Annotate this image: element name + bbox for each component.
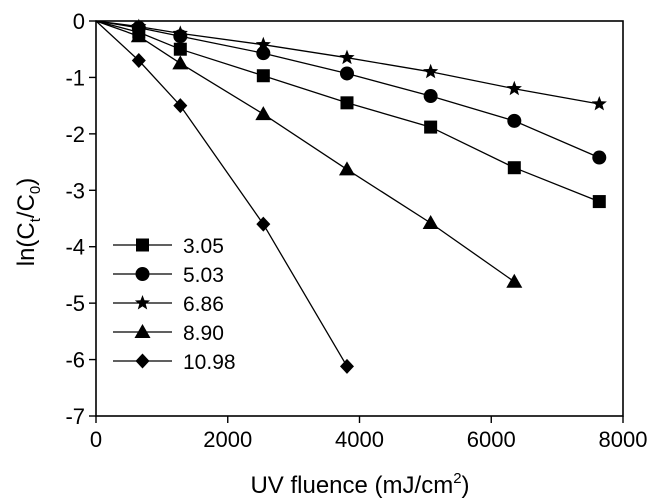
data-point-s3-4 — [338, 161, 355, 176]
data-point-s0-6 — [507, 161, 521, 175]
data-point-s0-4 — [340, 96, 354, 110]
legend-label-0: 3.05 — [183, 235, 224, 258]
x-axis-title-superscript: 2 — [453, 470, 461, 487]
data-point-s1-3 — [256, 46, 271, 61]
x-tick-label-3: 6000 — [467, 427, 516, 452]
legend-marker-0 — [136, 238, 149, 252]
y-tick-label-5: -5 — [65, 291, 85, 316]
y-axis-title: ln(Ct/C0) — [13, 178, 44, 267]
series-line-0 — [95, 20, 600, 203]
y-tick-label-1: -1 — [65, 65, 85, 90]
plot-markers — [130, 18, 607, 374]
data-point-s3-5 — [422, 215, 439, 230]
data-point-s0-2 — [173, 42, 187, 56]
legend-marker-4 — [135, 353, 150, 369]
data-point-s4-4 — [339, 358, 354, 374]
data-point-s1-7 — [592, 150, 607, 165]
y-axis-title-subscript-0: 0 — [27, 186, 44, 194]
y-tick-label-0: 0 — [73, 9, 85, 34]
data-point-s0-3 — [256, 69, 270, 83]
legend-marker-3 — [134, 324, 151, 338]
data-point-s2-6 — [506, 80, 522, 96]
y-tick-label-7: -7 — [65, 404, 85, 429]
legend-marker-2 — [134, 295, 151, 310]
y-tick-label-3: -3 — [65, 178, 85, 203]
x-tick-label-1: 2000 — [203, 427, 252, 452]
data-point-s1-4 — [339, 66, 354, 81]
y-tick-label-4: -4 — [65, 235, 85, 260]
x-tick-label-2: 4000 — [335, 427, 384, 452]
series-line-2 — [95, 20, 600, 105]
legend: 3.05 5.03 6.86 8.90 10.98 — [113, 235, 236, 374]
data-point-s2-2 — [172, 25, 188, 40]
data-point-s2-3 — [255, 36, 271, 52]
data-point-s2-4 — [339, 49, 355, 65]
plot-frame — [95, 20, 624, 417]
data-point-s1-5 — [423, 89, 438, 104]
axes: 0 2000 4000 6000 8000 0 -1 -2 -3 -4 -5 -6 -7 — [65, 9, 647, 452]
legend-marker-1 — [135, 267, 150, 281]
data-point-s3-2 — [172, 55, 189, 70]
data-point-s2-5 — [423, 63, 439, 79]
data-point-s4-2 — [173, 98, 188, 114]
data-point-s3-1 — [130, 28, 147, 43]
y-tick-label-6: -6 — [65, 348, 85, 373]
data-point-s4-1 — [131, 53, 146, 68]
data-point-s3-6 — [506, 273, 523, 288]
series-line-3 — [95, 20, 515, 283]
data-point-s3-3 — [255, 106, 272, 121]
data-point-s0-5 — [424, 120, 438, 134]
data-point-s2-1 — [131, 18, 147, 34]
legend-label-1: 5.03 — [183, 264, 224, 287]
x-tick-label-0: 0 — [90, 427, 102, 452]
x-tick-label-4: 8000 — [599, 427, 648, 452]
legend-label-3: 8.90 — [183, 322, 224, 345]
data-point-s1-6 — [507, 113, 522, 128]
y-tick-label-2: -2 — [65, 122, 85, 147]
legend-label-2: 6.86 — [183, 293, 224, 316]
data-point-s4-3 — [256, 216, 271, 232]
y-axis-title-subscript-t: t — [27, 217, 44, 222]
series-line-1 — [95, 20, 600, 159]
data-point-s0-7 — [592, 195, 606, 209]
data-point-s2-7 — [591, 95, 607, 111]
legend-label-4: 10.98 — [183, 351, 236, 374]
x-axis-title: UV fluence (mJ/cm2) — [250, 470, 469, 499]
